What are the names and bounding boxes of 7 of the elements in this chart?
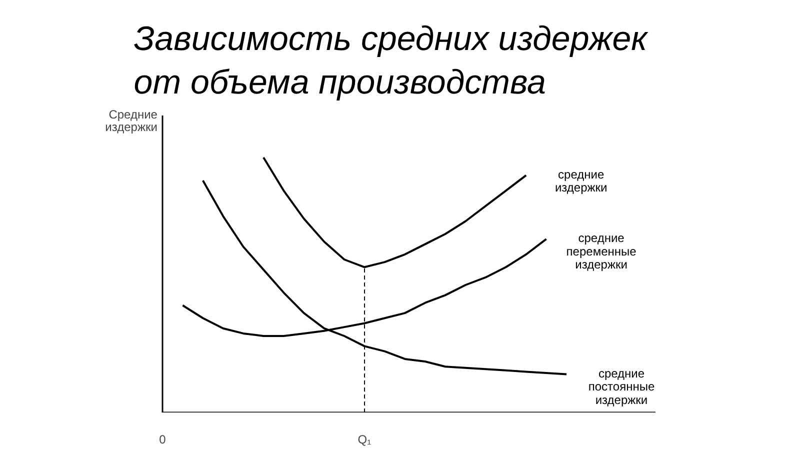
x-tick-label: 0: [159, 432, 166, 446]
y-axis-title: Средние издержки: [105, 108, 158, 134]
series-label: средние постоянные издержки: [588, 366, 655, 407]
text: средние издержки: [554, 167, 608, 195]
x-tick-label: Q₁: [358, 432, 372, 446]
series-label: средние переменные издержки: [566, 231, 637, 272]
chart-title: Зависимость средних издержек от объема производства: [134, 20, 650, 102]
